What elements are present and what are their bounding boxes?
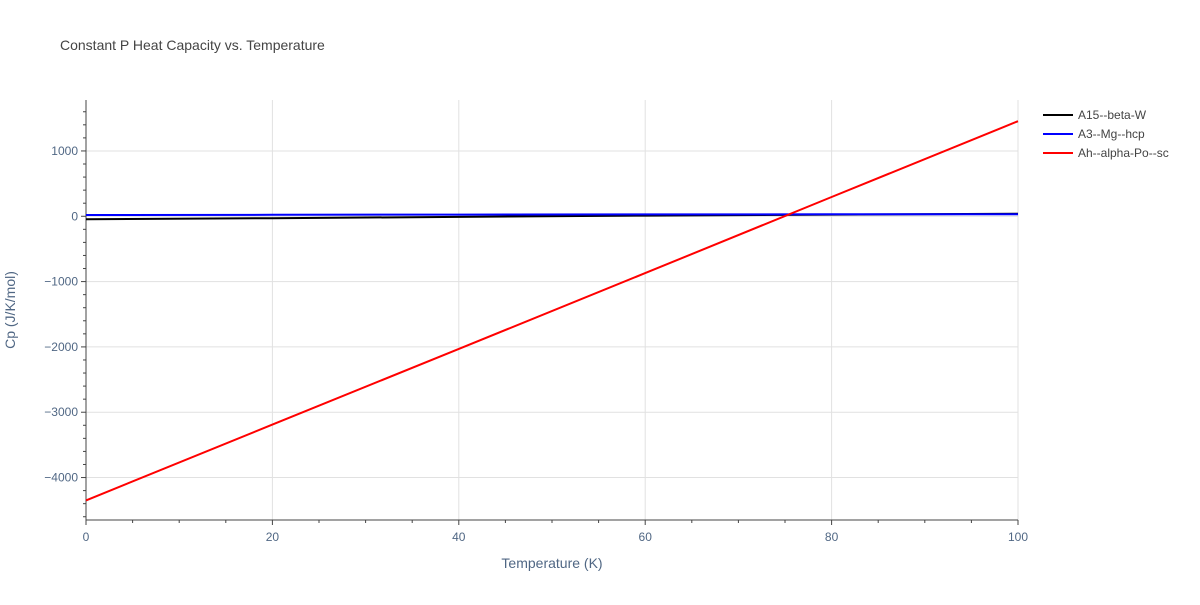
x-tick-label: 40: [452, 530, 466, 544]
x-tick-label: 20: [266, 530, 280, 544]
x-axis-label: Temperature (K): [501, 555, 602, 571]
legend-item[interactable]: Ah--alpha-Po--sc: [1043, 146, 1169, 160]
legend: A15--beta-W A3--Mg--hcp Ah--alpha-Po--sc: [1043, 108, 1169, 160]
legend-label: Ah--alpha-Po--sc: [1078, 146, 1169, 160]
legend-label: A3--Mg--hcp: [1078, 127, 1145, 141]
x-tick-label: 0: [83, 530, 90, 544]
y-tick-label: −1000: [44, 275, 78, 289]
x-tick-label: 100: [1008, 530, 1028, 544]
x-tick-label: 60: [639, 530, 653, 544]
axes-layer: 0 20 40 60 80 100 1000 0 −1000 −2000 −3000 −4000: [44, 100, 1028, 544]
legend-item[interactable]: A3--Mg--hcp: [1043, 127, 1145, 141]
x-tick-label: 80: [825, 530, 839, 544]
legend-label: A15--beta-W: [1078, 108, 1147, 122]
series-line: [85, 120, 1019, 502]
y-tick-label: −2000: [44, 340, 78, 354]
y-tick-label: −3000: [44, 405, 78, 419]
series-line: [85, 213, 1019, 216]
chart-title: Constant P Heat Capacity vs. Temperature: [60, 37, 325, 53]
series-layer: [85, 120, 1019, 502]
y-axis-label: Cp (J/K/mol): [2, 271, 18, 349]
y-tick-label: −4000: [44, 471, 78, 485]
y-tick-label: 0: [71, 209, 78, 223]
y-tick-label: 1000: [51, 144, 78, 158]
grid-layer: [86, 100, 1019, 520]
legend-item[interactable]: A15--beta-W: [1043, 108, 1147, 122]
